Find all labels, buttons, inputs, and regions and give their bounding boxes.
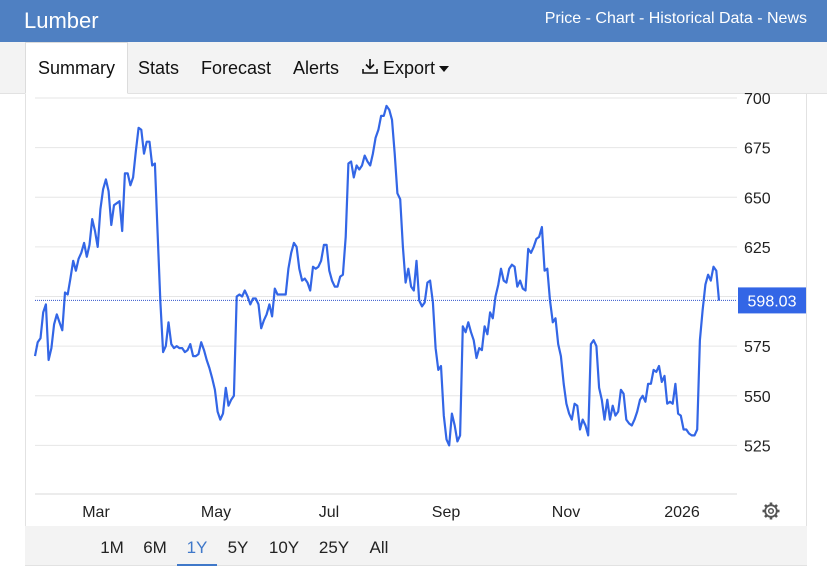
range-5y-label: 5Y	[227, 538, 249, 557]
x-tick-label: May	[201, 504, 231, 521]
tab-forecast[interactable]: Forecast	[201, 42, 271, 94]
last-price-badge: 598.03	[738, 287, 806, 314]
tab-forecast-label: Forecast	[201, 58, 272, 78]
range-1y[interactable]: 1Y	[177, 526, 217, 566]
x-tick-label: Sep	[432, 504, 461, 521]
tab-alerts-label: Alerts	[293, 58, 340, 78]
y-tick-label: 525	[744, 438, 771, 455]
gear-hub	[767, 507, 775, 515]
last-price-label: 598.03	[748, 293, 797, 310]
tab-stats[interactable]: Stats	[138, 42, 179, 94]
series-line	[33, 104, 721, 447]
gear-ring	[764, 504, 778, 518]
tab-export-label: Export	[383, 58, 436, 78]
range-all-label: All	[369, 538, 389, 557]
y-tick-label: 600	[744, 290, 771, 307]
range-1m[interactable]: 1M	[97, 526, 127, 564]
tab-summary-label: Summary	[38, 58, 116, 78]
x-tick-label: Nov	[552, 504, 580, 521]
page-title: Lumber	[24, 8, 99, 33]
last-price-badge-bg	[738, 287, 806, 314]
range-5y[interactable]: 5Y	[223, 526, 253, 564]
link-separator: -	[752, 10, 767, 27]
range-25y[interactable]: 25Y	[316, 526, 352, 564]
range-10y-label: 10Y	[268, 538, 300, 557]
link-price[interactable]: Price	[544, 10, 582, 27]
tab-summary[interactable]: Summary	[25, 42, 129, 94]
y-tick-label: 550	[744, 389, 771, 406]
x-tick-label: 2026	[664, 504, 700, 521]
y-tick-label: 650	[744, 190, 771, 207]
link-separator: -	[634, 10, 649, 27]
header-bar: Lumber Price - Chart - Historical Data -…	[0, 0, 827, 42]
download-icon	[361, 43, 379, 95]
link-separator: -	[581, 10, 596, 27]
x-tick-label: Jul	[319, 504, 339, 521]
y-tick-label: 675	[744, 141, 771, 158]
y-tick-label: 625	[744, 240, 771, 257]
gear-icon	[762, 502, 780, 520]
link-historical-data[interactable]: Historical Data	[648, 10, 753, 27]
header-links: Price - Chart - Historical Data - News	[545, 10, 807, 28]
tab-bar: Summary Stats Forecast Alerts Export	[0, 42, 827, 94]
range-1y-label: 1Y	[186, 538, 208, 557]
range-10y[interactable]: 10Y	[266, 526, 302, 564]
x-tick-label: Mar	[82, 504, 110, 521]
range-bar: 1M 6M 1Y 5Y 10Y 25Y All	[25, 526, 807, 566]
tab-stats-label: Stats	[138, 58, 180, 78]
panel-border-left	[25, 94, 26, 566]
range-1m-label: 1M	[100, 538, 124, 557]
range-25y-label: 25Y	[318, 538, 350, 557]
grid-lines	[35, 97, 737, 495]
x-axis-ticks: Mar May Jul Sep Nov 2026	[82, 504, 700, 521]
panel-border-right	[806, 94, 807, 566]
link-news[interactable]: News	[766, 10, 807, 27]
link-chart[interactable]: Chart	[595, 10, 635, 27]
range-6m[interactable]: 6M	[140, 526, 170, 564]
chevron-down-icon	[439, 66, 450, 73]
range-6m-label: 6M	[143, 538, 167, 557]
tab-export[interactable]: Export	[361, 42, 450, 95]
y-tick-label: 575	[744, 339, 771, 356]
range-all[interactable]: All	[366, 526, 392, 564]
tab-alerts[interactable]: Alerts	[293, 42, 339, 94]
